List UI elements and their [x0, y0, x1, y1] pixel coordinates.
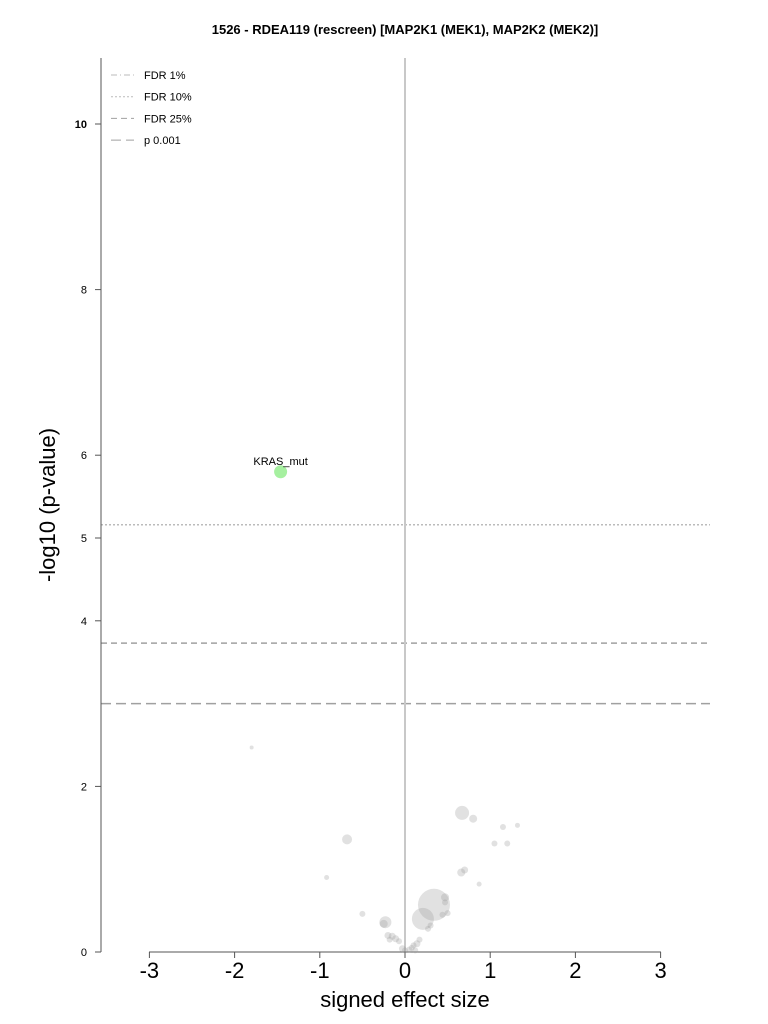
data-point: [359, 910, 366, 917]
y-tick-label: 8: [81, 285, 87, 297]
x-tick-label: 3: [654, 958, 666, 983]
data-point: [455, 805, 470, 820]
x-tick-label: -1: [310, 958, 330, 983]
data-point: [388, 932, 396, 940]
data-point: [461, 866, 469, 874]
data-point: [411, 907, 434, 930]
legend-label: FDR 25%: [144, 113, 192, 125]
y-tick-label: 0: [81, 947, 87, 959]
data-point: [408, 944, 415, 951]
data-point: [441, 893, 450, 902]
data-points: [249, 745, 520, 954]
data-point: [324, 874, 330, 880]
data-point: [396, 938, 403, 945]
data-point: [491, 840, 498, 847]
data-point: [416, 936, 423, 943]
data-point: [442, 899, 449, 906]
data-point: [386, 936, 393, 943]
legend-label: FDR 10%: [144, 92, 192, 104]
x-tick-label: 2: [569, 958, 581, 983]
x-axis-label: signed effect size: [320, 987, 490, 1012]
data-point: [427, 922, 434, 929]
data-point: [417, 888, 450, 921]
data-point: [457, 868, 466, 877]
data-point: [413, 940, 421, 948]
x-axis-ticks: -3 -2 -1 0 1 2 3: [140, 952, 667, 983]
data-point: [514, 822, 520, 828]
data-point: [402, 947, 408, 954]
data-point: [499, 823, 506, 830]
data-point: [384, 931, 392, 939]
highlighted-point-label: KRAS_mut: [253, 456, 307, 468]
data-point: [476, 881, 482, 887]
y-tick-label: 4: [81, 616, 87, 628]
legend-label: FDR 1%: [144, 70, 186, 82]
x-tick-label: -2: [225, 958, 245, 983]
data-point: [398, 945, 406, 953]
data-point: [392, 935, 400, 943]
highlighted-point: [274, 465, 288, 479]
highlighted-point-group: KRAS_mut: [253, 456, 308, 479]
data-point: [342, 834, 353, 845]
data-point: [249, 745, 254, 750]
legend-label: p 0.001: [144, 135, 181, 147]
y-tick-label: 10: [75, 119, 87, 131]
data-point: [439, 911, 446, 918]
data-point: [425, 925, 432, 932]
x-tick-label: -3: [140, 958, 160, 983]
data-point: [379, 916, 392, 929]
data-point: [444, 910, 451, 917]
x-tick-label: 0: [399, 958, 411, 983]
chart-title: 1526 - RDEA119 (rescreen) [MAP2K1 (MEK1)…: [212, 22, 599, 37]
data-point: [410, 942, 417, 949]
y-axis-label: -log10 (p-value): [35, 428, 60, 582]
legend: FDR 1% FDR 10% FDR 25% p 0.001: [111, 70, 192, 147]
y-axis-ticks: 0 2 4 5 6 8 10: [75, 119, 101, 959]
data-point: [469, 814, 478, 823]
data-point: [406, 946, 413, 953]
y-tick-label: 5: [81, 533, 87, 545]
data-point: [412, 947, 419, 954]
y-tick-label: 6: [81, 450, 87, 462]
x-tick-label: 1: [484, 958, 496, 983]
y-tick-label: 2: [81, 781, 87, 793]
data-point: [379, 919, 388, 928]
data-point: [504, 840, 511, 847]
